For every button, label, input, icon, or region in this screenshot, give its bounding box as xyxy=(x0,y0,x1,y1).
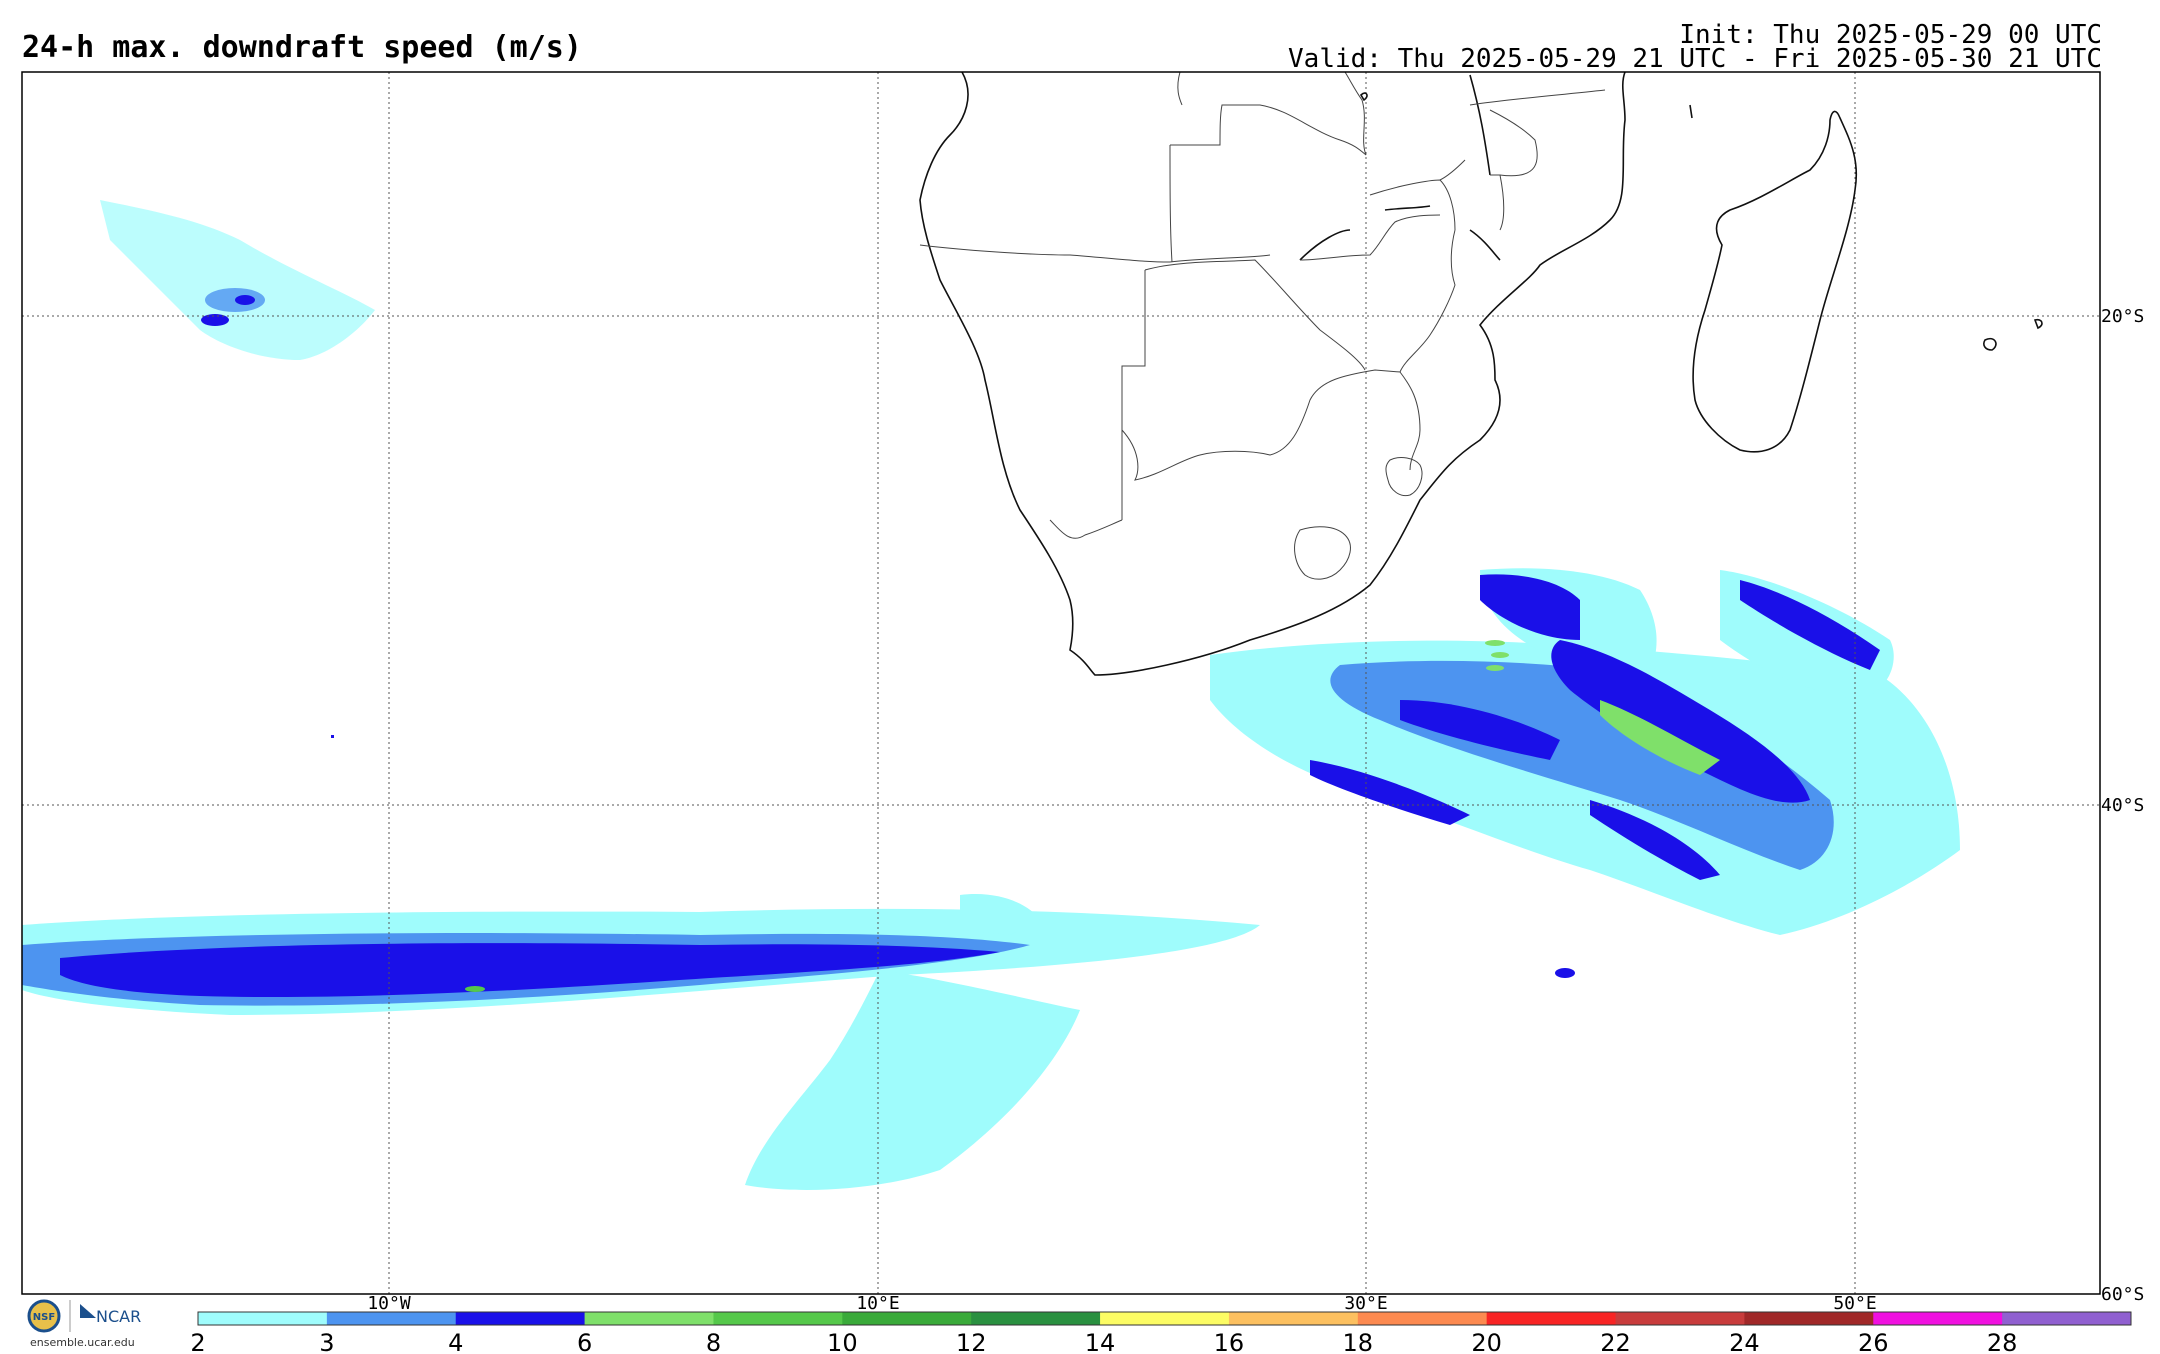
map-frame xyxy=(21,71,2101,1295)
init-time: Init: Thu 2025-05-29 00 UTC xyxy=(1679,20,2102,50)
valid-time: Valid: Thu 2025-05-29 21 UTC - Fri 2025-… xyxy=(1288,44,2102,74)
nsf-ncar-logo: NSF NCAR xyxy=(24,1298,154,1342)
colorbar-tick-label: 20 xyxy=(1471,1329,1502,1354)
colorbar-swatch xyxy=(326,1312,457,1325)
colorbar-tick-label: 8 xyxy=(706,1329,721,1354)
colorbar-frame xyxy=(197,1311,2132,1326)
longitude-labels: 10°W 10°E 30°E 50°E xyxy=(367,1293,1876,1314)
colorbar-tick-label: 22 xyxy=(1600,1329,1631,1354)
downdraft-shading xyxy=(22,200,1960,1190)
lat-label-20s: 20°S xyxy=(2101,306,2144,327)
lat-label-40s: 40°S xyxy=(2101,795,2144,816)
colorbar-tick-label: 10 xyxy=(827,1329,858,1354)
coastlines xyxy=(919,71,2043,676)
colorbar-swatch xyxy=(1486,1312,1617,1325)
colorbar-swatch xyxy=(1615,1312,1745,1325)
colorbar-tick-label: 3 xyxy=(319,1329,334,1354)
lon-label-30e: 30°E xyxy=(1344,1293,1387,1314)
colorbar-swatch xyxy=(2002,1312,2132,1325)
lon-label-50e: 50°E xyxy=(1833,1293,1876,1314)
nsf-logo-text: NSF xyxy=(33,1312,55,1323)
ncar-logo-text: NCAR xyxy=(96,1307,141,1326)
colorbar-swatch xyxy=(713,1312,843,1325)
colorbar-swatch xyxy=(1357,1312,1488,1325)
colorbar-swatch xyxy=(198,1312,328,1325)
colorbar-tick-label: 12 xyxy=(956,1329,987,1354)
colorbar-tick-label: 18 xyxy=(1343,1329,1374,1354)
colorbar-swatch xyxy=(1228,1312,1359,1325)
colorbar-swatch xyxy=(971,1312,1101,1325)
colorbar-tick-label: 16 xyxy=(1214,1329,1245,1354)
country-borders xyxy=(919,71,1606,580)
colorbar: 2 3 4 6 8 10 12 14 16 18 20 22 24 26 28 xyxy=(190,1311,2132,1354)
graticule xyxy=(22,72,2100,1294)
colorbar-swatch xyxy=(584,1312,714,1325)
colorbar-swatch xyxy=(1873,1312,2003,1325)
colorbar-tick-label: 26 xyxy=(1858,1329,1889,1354)
colorbar-tick-label: 4 xyxy=(448,1329,463,1354)
colorbar-swatch xyxy=(1100,1312,1230,1325)
colorbar-tick-label: 24 xyxy=(1729,1329,1760,1354)
lon-label-10w: 10°W xyxy=(367,1293,411,1314)
logo-url: ensemble.ucar.edu xyxy=(30,1336,135,1349)
latitude-labels: 20°S 40°S 60°S xyxy=(2101,306,2144,1305)
colorbar-tick-label: 2 xyxy=(190,1329,205,1354)
colorbar-swatch xyxy=(1744,1312,1874,1325)
lon-label-10e: 10°E xyxy=(856,1293,899,1314)
colorbar-tick-label: 14 xyxy=(1085,1329,1116,1354)
colorbar-tick-label: 6 xyxy=(577,1329,592,1354)
colorbar-tick-label: 28 xyxy=(1987,1329,2018,1354)
colorbar-swatch xyxy=(842,1312,972,1325)
colorbar-swatch xyxy=(455,1312,586,1325)
map-title: 24-h max. downdraft speed (m/s) xyxy=(22,30,582,65)
lat-label-60s: 60°S xyxy=(2101,1284,2144,1305)
